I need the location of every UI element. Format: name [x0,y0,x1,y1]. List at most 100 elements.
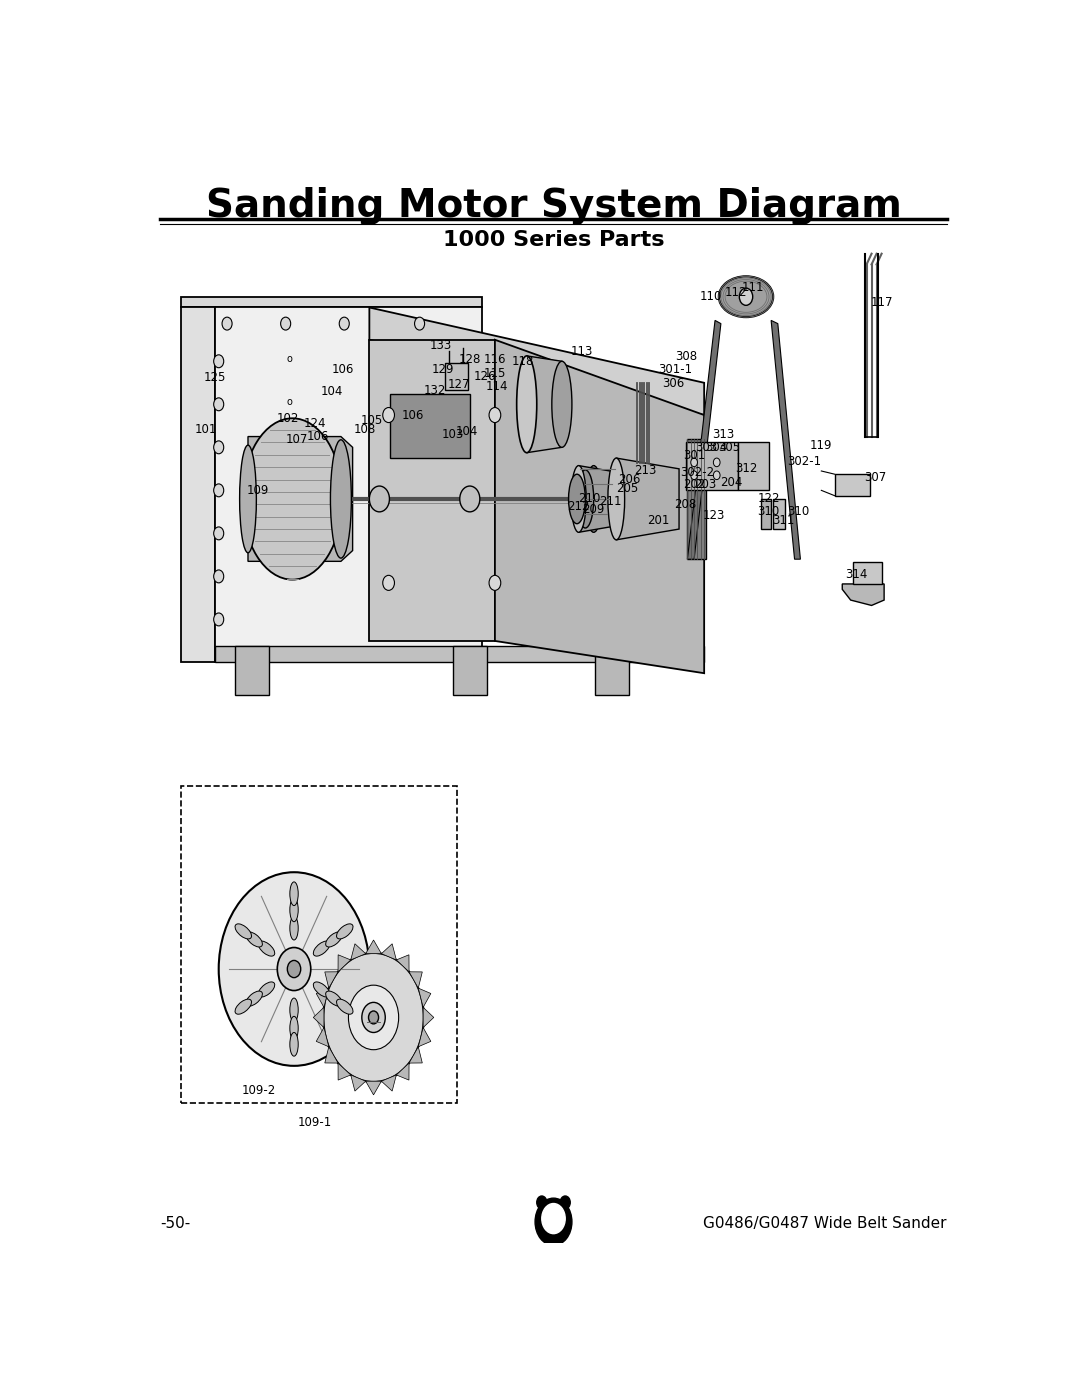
Text: 313: 313 [713,427,734,441]
Polygon shape [369,307,704,415]
Text: 129: 129 [432,363,455,376]
Circle shape [214,483,224,497]
Ellipse shape [313,982,329,997]
Ellipse shape [337,999,353,1014]
Text: 301-1: 301-1 [658,363,692,376]
Text: 133: 133 [430,338,451,352]
Text: 205: 205 [616,482,638,495]
Ellipse shape [577,469,594,528]
Polygon shape [688,439,706,559]
Text: 104: 104 [321,386,342,398]
Text: 201: 201 [647,514,670,527]
Circle shape [323,953,423,1081]
Text: 303: 303 [694,441,717,454]
Circle shape [349,985,399,1049]
Polygon shape [369,339,495,641]
Polygon shape [181,296,483,307]
Polygon shape [409,1046,422,1063]
Text: 305: 305 [718,441,740,454]
Ellipse shape [608,458,624,539]
Ellipse shape [258,942,274,956]
Text: 109-1: 109-1 [298,1116,332,1129]
Ellipse shape [289,916,298,940]
Circle shape [339,317,349,330]
Text: 110: 110 [700,291,723,303]
Text: 203: 203 [693,478,716,492]
Text: Sanding Motor System Diagram: Sanding Motor System Diagram [205,187,902,225]
Polygon shape [316,988,328,1007]
Ellipse shape [326,932,342,947]
Polygon shape [325,1046,338,1063]
Text: 306: 306 [662,377,685,390]
Circle shape [561,1196,570,1208]
Circle shape [214,613,224,626]
Ellipse shape [246,990,262,1006]
Circle shape [369,486,390,511]
Text: 208: 208 [675,497,697,511]
Text: 310: 310 [787,506,810,518]
Polygon shape [686,441,738,490]
Text: 102: 102 [276,412,299,425]
Circle shape [214,398,224,411]
Text: 124: 124 [303,418,326,430]
Polygon shape [771,320,800,559]
Circle shape [214,355,224,367]
Text: 105: 105 [361,414,383,427]
Bar [390,394,470,458]
Text: 119: 119 [810,439,833,451]
Text: 314: 314 [846,567,867,581]
Circle shape [382,576,394,591]
Text: 127: 127 [448,379,470,391]
Text: -50-: -50- [160,1217,190,1232]
Text: 112: 112 [725,286,747,299]
Ellipse shape [289,997,298,1021]
Polygon shape [853,563,881,584]
Circle shape [287,960,300,978]
Text: 311: 311 [772,514,795,527]
Text: 209: 209 [582,503,605,517]
Text: 304: 304 [705,441,728,454]
Text: 104: 104 [456,425,478,437]
Circle shape [214,441,224,454]
Text: 211: 211 [599,495,622,507]
Polygon shape [316,1028,328,1046]
Ellipse shape [235,999,252,1014]
Text: 117: 117 [870,296,893,309]
Polygon shape [527,356,562,453]
Polygon shape [181,307,215,662]
Polygon shape [688,320,721,559]
Ellipse shape [550,1224,557,1231]
Circle shape [214,570,224,583]
Circle shape [281,317,291,330]
Polygon shape [381,944,396,960]
Text: 111: 111 [742,281,764,293]
Text: 302-1: 302-1 [787,455,822,468]
Text: 116: 116 [484,352,507,366]
Polygon shape [351,944,366,960]
Bar [445,363,468,390]
Polygon shape [835,474,869,496]
Polygon shape [235,647,269,694]
Polygon shape [381,1074,396,1091]
Polygon shape [215,647,704,662]
Text: 212: 212 [567,500,590,513]
Text: 213: 213 [634,464,657,478]
Polygon shape [418,1028,431,1046]
Ellipse shape [719,277,773,317]
Bar [773,499,785,529]
Text: 115: 115 [484,366,507,380]
Ellipse shape [326,990,342,1006]
Text: 123: 123 [703,509,726,521]
Circle shape [489,408,501,422]
Circle shape [691,471,698,479]
Text: 106: 106 [332,363,354,376]
Ellipse shape [246,932,262,947]
Polygon shape [454,647,486,694]
Circle shape [691,458,698,467]
Text: 106: 106 [402,408,424,422]
Text: 312: 312 [734,462,757,475]
Polygon shape [338,1063,351,1080]
Polygon shape [495,339,704,673]
Ellipse shape [585,465,602,532]
Circle shape [714,458,720,467]
